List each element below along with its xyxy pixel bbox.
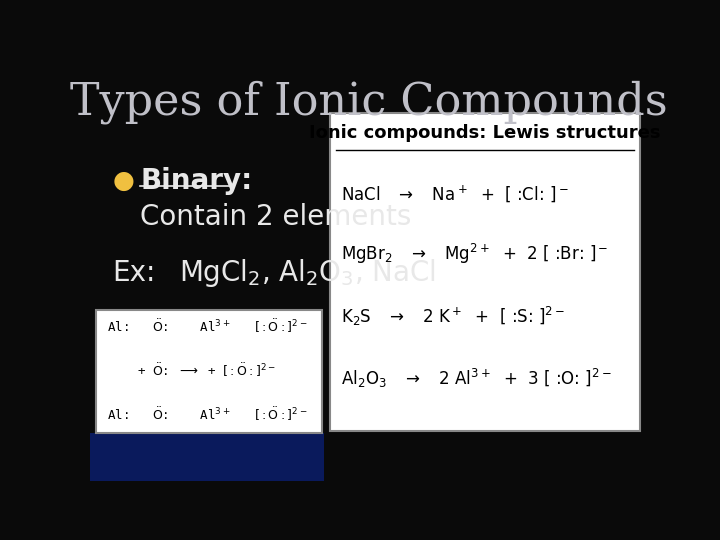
FancyBboxPatch shape (96, 310, 322, 433)
Text: Al:   $\ddot{\rm O}$:    Al$^{3+}$   $[:\ddot{\rm O}:]^{2-}$: Al: $\ddot{\rm O}$: Al$^{3+}$ $[:\ddot{\… (107, 406, 307, 423)
Text: Types of Ionic Compounds: Types of Ionic Compounds (70, 80, 668, 124)
Text: Binary:: Binary: (140, 167, 253, 195)
Text: $\mathdefault{MgCl_2}$, $\mathdefault{Al_2O_3}$, NaCl: $\mathdefault{MgCl_2}$, $\mathdefault{Al… (179, 256, 436, 289)
Text: Ex:: Ex: (112, 259, 156, 287)
Polygon shape (90, 433, 324, 481)
Text: ●: ● (112, 169, 134, 193)
Text: Ionic compounds: Lewis structures: Ionic compounds: Lewis structures (309, 124, 660, 141)
Text: Contain 2 elements: Contain 2 elements (140, 202, 412, 231)
Text: Al:   $\ddot{\rm O}$:    Al$^{3+}$   $[:\ddot{\rm O}:]^{2-}$: Al: $\ddot{\rm O}$: Al$^{3+}$ $[:\ddot{\… (107, 318, 307, 335)
Text: + $\ddot{\rm O}$: $\longrightarrow$ + $[:\ddot{\rm O}:]^{2-}$: + $\ddot{\rm O}$: $\longrightarrow$ + $[… (107, 362, 276, 379)
Text: MgBr$_2$   $\rightarrow$   Mg$^{2+}$  +  2 [ :Br: ]$^-$: MgBr$_2$ $\rightarrow$ Mg$^{2+}$ + 2 [ :… (341, 242, 608, 266)
Text: Al$_2$O$_3$   $\rightarrow$   2 Al$^{3+}$  +  3 [ :O: ]$^{2-}$: Al$_2$O$_3$ $\rightarrow$ 2 Al$^{3+}$ + … (341, 367, 612, 390)
FancyBboxPatch shape (330, 113, 639, 431)
Text: K$_2$S   $\rightarrow$   2 K$^+$  +  [ :S: ]$^{2-}$: K$_2$S $\rightarrow$ 2 K$^+$ + [ :S: ]$^… (341, 305, 565, 328)
Text: NaCl   $\rightarrow$   Na$^+$  +  [ :Cl: ]$^-$: NaCl $\rightarrow$ Na$^+$ + [ :Cl: ]$^-$ (341, 183, 569, 204)
